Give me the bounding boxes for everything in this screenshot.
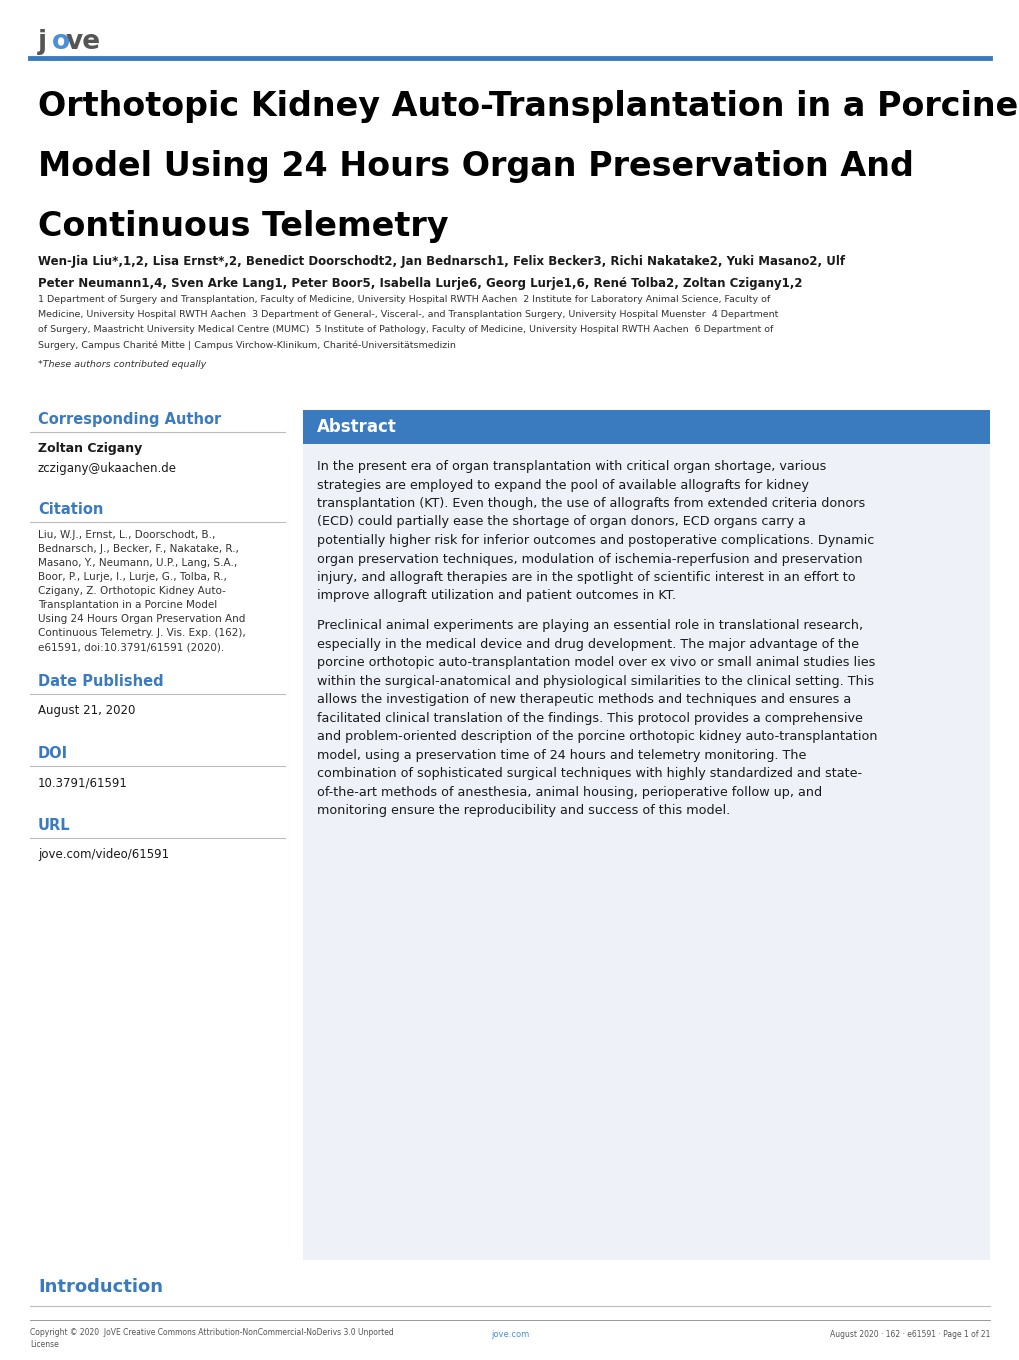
Text: strategies are employed to expand the pool of available allografts for kidney: strategies are employed to expand the po…	[317, 479, 808, 491]
Text: Citation: Citation	[38, 502, 103, 517]
Text: Peter Neumann1,4, Sven Arke Lang1, Peter Boor5, Isabella Lurje6, Georg Lurje1,6,: Peter Neumann1,4, Sven Arke Lang1, Peter…	[38, 277, 802, 290]
Text: e61591, doi:10.3791/61591 (2020).: e61591, doi:10.3791/61591 (2020).	[38, 642, 224, 651]
Text: zczigany@ukaachen.de: zczigany@ukaachen.de	[38, 462, 177, 475]
Text: transplantation (KT). Even though, the use of allografts from extended criteria : transplantation (KT). Even though, the u…	[317, 496, 864, 510]
Text: 10.3791/61591: 10.3791/61591	[38, 777, 127, 789]
Text: Boor, P., Lurje, I., Lurje, G., Tolba, R.,: Boor, P., Lurje, I., Lurje, G., Tolba, R…	[38, 573, 226, 582]
Text: Introduction: Introduction	[38, 1278, 163, 1296]
Text: Bednarsch, J., Becker, F., Nakatake, R.,: Bednarsch, J., Becker, F., Nakatake, R.,	[38, 544, 238, 554]
Text: 1 Department of Surgery and Transplantation, Faculty of Medicine, University Hos: 1 Department of Surgery and Transplantat…	[38, 295, 769, 305]
Text: especially in the medical device and drug development. The major advantage of th: especially in the medical device and dru…	[317, 638, 858, 650]
Text: License: License	[30, 1340, 59, 1349]
Text: DOI: DOI	[38, 747, 68, 762]
Text: Continuous Telemetry: Continuous Telemetry	[38, 209, 448, 243]
Text: porcine orthotopic auto-transplantation model over ex vivo or small animal studi: porcine orthotopic auto-transplantation …	[317, 656, 874, 669]
Text: j: j	[38, 29, 47, 54]
Text: Liu, W.J., Ernst, L., Doorschodt, B.,: Liu, W.J., Ernst, L., Doorschodt, B.,	[38, 530, 215, 540]
Text: Surgery, Campus Charité Mitte | Campus Virchow-Klinikum, Charité-Universitätsmed: Surgery, Campus Charité Mitte | Campus V…	[38, 340, 455, 350]
Text: model, using a preservation time of 24 hours and telemetry monitoring. The: model, using a preservation time of 24 h…	[317, 748, 806, 762]
Text: Medicine, University Hospital RWTH Aachen  3 Department of General-, Visceral-, : Medicine, University Hospital RWTH Aache…	[38, 310, 777, 320]
Text: Preclinical animal experiments are playing an essential role in translational re: Preclinical animal experiments are playi…	[317, 619, 862, 632]
Text: Corresponding Author: Corresponding Author	[38, 412, 221, 427]
Text: injury, and allograft therapies are in the spotlight of scientific interest in a: injury, and allograft therapies are in t…	[317, 571, 855, 583]
Text: Wen-Jia Liu*,1,2, Lisa Ernst*,2, Benedict Doorschodt2, Jan Bednarsch1, Felix Bec: Wen-Jia Liu*,1,2, Lisa Ernst*,2, Benedic…	[38, 256, 845, 268]
Text: potentially higher risk for inferior outcomes and postoperative complications. D: potentially higher risk for inferior out…	[317, 534, 873, 547]
Text: combination of sophisticated surgical techniques with highly standardized and st: combination of sophisticated surgical te…	[317, 767, 861, 781]
Text: Date Published: Date Published	[38, 675, 163, 690]
Text: and problem-oriented description of the porcine orthotopic kidney auto-transplan: and problem-oriented description of the …	[317, 730, 876, 743]
Text: monitoring ensure the reproducibility and success of this model.: monitoring ensure the reproducibility an…	[317, 804, 730, 817]
Text: *These authors contributed equally: *These authors contributed equally	[38, 360, 206, 369]
Text: Copyright © 2020  JoVE Creative Commons Attribution-NonCommercial-NoDerivs 3.0 U: Copyright © 2020 JoVE Creative Commons A…	[30, 1327, 393, 1337]
Text: jove.com: jove.com	[490, 1330, 529, 1340]
Text: August 21, 2020: August 21, 2020	[38, 704, 136, 717]
Text: Orthotopic Kidney Auto-Transplantation in a Porcine: Orthotopic Kidney Auto-Transplantation i…	[38, 90, 1017, 122]
Text: (ECD) could partially ease the shortage of organ donors, ECD organs carry a: (ECD) could partially ease the shortage …	[317, 515, 805, 529]
Text: Model Using 24 Hours Organ Preservation And: Model Using 24 Hours Organ Preservation …	[38, 150, 913, 184]
Text: Transplantation in a Porcine Model: Transplantation in a Porcine Model	[38, 600, 217, 611]
Text: In the present era of organ transplantation with critical organ shortage, variou: In the present era of organ transplantat…	[317, 460, 825, 473]
Text: of-the-art methods of anesthesia, animal housing, perioperative follow up, and: of-the-art methods of anesthesia, animal…	[317, 786, 821, 798]
Text: Abstract: Abstract	[317, 418, 396, 437]
Bar	[303, 409, 989, 443]
Text: Continuous Telemetry. J. Vis. Exp. (162),: Continuous Telemetry. J. Vis. Exp. (162)…	[38, 628, 246, 638]
Text: Zoltan Czigany: Zoltan Czigany	[38, 442, 142, 456]
Text: of Surgery, Maastricht University Medical Centre (MUMC)  5 Institute of Patholog: of Surgery, Maastricht University Medica…	[38, 325, 772, 335]
Text: facilitated clinical translation of the findings. This protocol provides a compr: facilitated clinical translation of the …	[317, 711, 862, 725]
Text: URL: URL	[38, 817, 70, 832]
Text: Czigany, Z. Orthotopic Kidney Auto-: Czigany, Z. Orthotopic Kidney Auto-	[38, 586, 225, 596]
Text: improve allograft utilization and patient outcomes in KT.: improve allograft utilization and patien…	[317, 589, 676, 602]
Text: August 2020 · 162 · e61591 · Page 1 of 21: August 2020 · 162 · e61591 · Page 1 of 2…	[828, 1330, 989, 1340]
Text: within the surgical-anatomical and physiological similarities to the clinical se: within the surgical-anatomical and physi…	[317, 675, 873, 688]
Text: allows the investigation of new therapeutic methods and techniques and ensures a: allows the investigation of new therapeu…	[317, 694, 851, 706]
Text: Using 24 Hours Organ Preservation And: Using 24 Hours Organ Preservation And	[38, 613, 246, 624]
Text: Masano, Y., Neumann, U.P., Lang, S.A.,: Masano, Y., Neumann, U.P., Lang, S.A.,	[38, 558, 237, 568]
Text: ve: ve	[66, 29, 101, 54]
Text: o: o	[52, 29, 70, 54]
Bar	[303, 443, 989, 1259]
Text: jove.com/video/61591: jove.com/video/61591	[38, 849, 169, 861]
Text: organ preservation techniques, modulation of ischemia-reperfusion and preservati: organ preservation techniques, modulatio…	[317, 552, 862, 566]
